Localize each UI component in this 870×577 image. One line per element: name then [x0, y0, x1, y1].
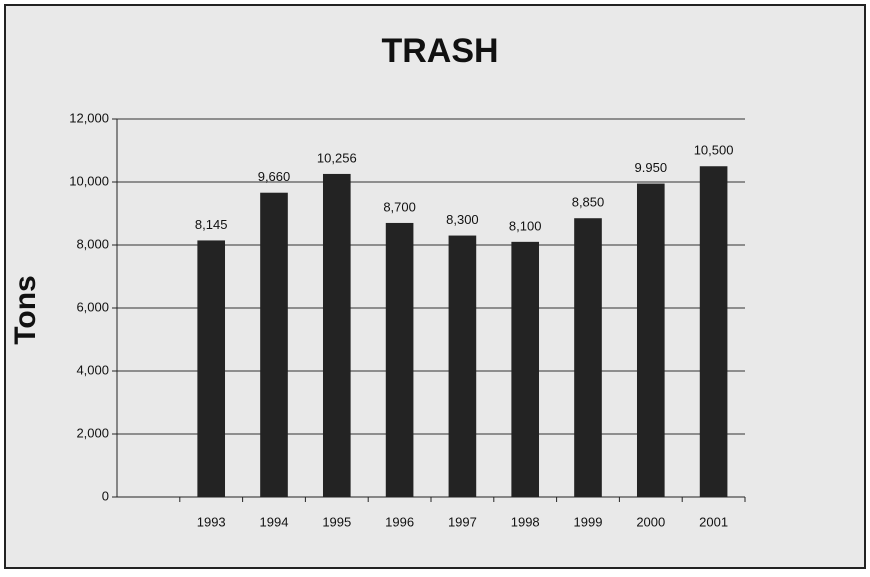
value-label: 9.950: [635, 160, 668, 175]
x-tick-label: 1998: [511, 514, 540, 529]
y-tick-label: 2,000: [76, 425, 109, 440]
bar: [574, 218, 602, 497]
value-label: 8,850: [572, 195, 605, 210]
value-label: 10,256: [317, 150, 357, 165]
bar: [385, 222, 414, 497]
value-label: 8,100: [509, 218, 542, 233]
x-tick-label: 1999: [574, 514, 603, 529]
bar: [260, 192, 288, 497]
value-label: 8,145: [195, 217, 228, 232]
y-tick-label: 10,000: [69, 173, 109, 188]
x-tick-label: 1995: [322, 514, 351, 529]
bar: [699, 166, 728, 497]
y-tick-label: 6,000: [76, 299, 109, 314]
x-tick-label: 1997: [448, 514, 477, 529]
bar: [322, 173, 351, 497]
value-label: 10,500: [694, 143, 734, 158]
x-tick-label: 1993: [197, 514, 226, 529]
value-label: 9,660: [258, 169, 291, 184]
y-tick-label: 8,000: [76, 236, 109, 251]
x-tick-label: 1996: [385, 514, 414, 529]
x-tick-label: 1994: [260, 514, 289, 529]
chart-frame: [4, 4, 866, 569]
y-axis-label: Tons: [9, 275, 42, 344]
value-label: 8,300: [446, 212, 479, 227]
y-tick-label: 4,000: [76, 362, 109, 377]
bar: [636, 183, 665, 497]
value-label: 8,700: [383, 199, 416, 214]
y-tick-label: 0: [102, 488, 109, 503]
chart-title: TRASH: [381, 32, 498, 70]
x-tick-label: 2000: [636, 514, 665, 529]
bar: [511, 241, 540, 497]
x-tick-label: 2001: [699, 514, 728, 529]
bar: [448, 235, 477, 498]
y-tick-label: 12,000: [69, 110, 109, 125]
bar: [197, 240, 226, 497]
